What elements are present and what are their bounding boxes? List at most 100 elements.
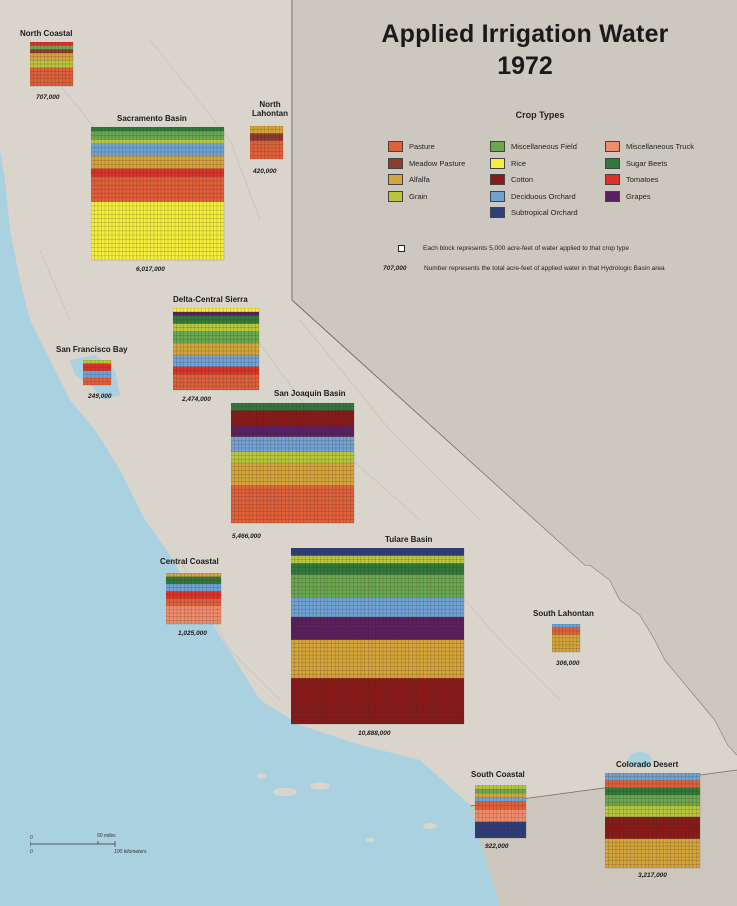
basin-label: San Joaquin Basin <box>274 389 346 398</box>
legend-item: Subtropical Orchard <box>490 207 578 218</box>
crop-band <box>91 176 224 202</box>
legend-swatch <box>605 141 620 152</box>
basin-label: South Coastal <box>471 770 525 779</box>
basin-grid <box>475 785 527 839</box>
crop-band <box>231 451 354 463</box>
crop-band <box>291 563 464 575</box>
crop-band <box>475 789 526 794</box>
basin-label: Central Coastal <box>160 557 219 566</box>
crop-band <box>291 678 464 724</box>
crop-band <box>166 573 221 577</box>
basin-grid <box>91 127 225 261</box>
crop-band <box>231 403 354 411</box>
crop-band <box>91 201 224 260</box>
scale-km: 100 kilometers <box>114 849 147 855</box>
basin-label: North Coastal <box>20 29 73 38</box>
crop-band <box>91 127 224 132</box>
crop-band <box>231 463 354 486</box>
legend-swatch <box>388 190 403 202</box>
legend-swatch <box>388 174 403 185</box>
crop-band <box>250 133 283 141</box>
basin-total: 5,466,000 <box>232 533 261 540</box>
basin-total: 420,000 <box>253 168 277 175</box>
crop-band <box>166 598 221 606</box>
crop-band <box>231 425 354 437</box>
crop-band <box>605 787 700 795</box>
crop-band <box>552 624 580 628</box>
legend-swatch <box>388 157 403 169</box>
crop-band <box>475 801 526 810</box>
basin-label: Tulare Basin <box>385 535 433 544</box>
crop-band <box>166 605 221 624</box>
basin-label: Delta-Central Sierra <box>173 295 248 304</box>
basin-label: South Lahontan <box>533 609 594 618</box>
basin-label: Sacramento Basin <box>117 114 187 123</box>
scale-zero-bottom: 0 <box>30 849 33 855</box>
crop-band <box>30 49 73 53</box>
crop-band <box>291 597 464 617</box>
basin-grid <box>166 573 222 625</box>
block-key-icon <box>398 245 405 252</box>
legend-label: Grain <box>409 191 428 201</box>
crop-band <box>173 323 259 332</box>
basin-grid <box>291 548 465 725</box>
legend-item: Miscellaneous Field <box>490 141 577 152</box>
crop-band <box>91 168 224 177</box>
legend-swatch <box>490 190 505 202</box>
legend-label: Rice <box>511 158 527 168</box>
crop-band <box>30 45 73 50</box>
crop-band <box>475 809 526 822</box>
legend-item: Deciduous Orchard <box>490 190 576 202</box>
crop-band <box>605 805 700 817</box>
legend-label: Sugar Beets <box>626 158 668 168</box>
crop-band <box>30 67 73 86</box>
legend-label: Grapes <box>626 191 651 201</box>
legend-swatch <box>605 157 620 169</box>
number-key: 707,000 <box>383 265 407 272</box>
legend-item: Rice <box>490 157 527 169</box>
basin-total: 1,025,000 <box>178 630 207 637</box>
basin-total: 2,474,000 <box>182 396 211 403</box>
legend-item: Grapes <box>605 190 651 202</box>
crop-band <box>291 639 464 679</box>
crop-band <box>173 374 259 390</box>
basin-total: 6,017,000 <box>136 266 165 273</box>
basin-total: 922,000 <box>485 843 509 850</box>
crop-band <box>552 627 580 635</box>
crop-band <box>83 363 111 371</box>
legend-item: Grain <box>388 190 428 202</box>
basin-total: 10,888,000 <box>358 730 391 737</box>
legend-swatch <box>605 190 620 202</box>
crop-band <box>91 131 224 140</box>
crop-band <box>173 311 259 316</box>
map-title: Applied Irrigation Water <box>381 20 669 48</box>
legend-item: Alfalfa <box>388 174 430 185</box>
legend-label: Cotton <box>511 175 534 184</box>
basin-grid <box>83 360 112 386</box>
crop-band <box>475 821 526 838</box>
basin-grid <box>173 308 260 391</box>
map-year: 1972 <box>497 52 553 80</box>
legend-swatch <box>388 141 403 152</box>
legend-item: Miscellaneous Truck <box>605 141 694 152</box>
crop-band <box>291 555 464 564</box>
crop-band <box>91 143 224 157</box>
number-note-text: Number represents the total acre-feet of… <box>424 265 665 272</box>
legend-label: Tomatoes <box>626 175 659 184</box>
crop-band <box>231 485 354 523</box>
crop-band <box>30 53 73 61</box>
basin-total: 306,000 <box>556 660 580 667</box>
crop-band <box>91 156 224 169</box>
crop-band <box>605 794 700 806</box>
crop-band <box>552 634 580 652</box>
crop-band <box>83 370 111 378</box>
crop-band <box>475 785 526 790</box>
crop-band <box>605 838 700 868</box>
basin-total: 707,000 <box>36 94 60 101</box>
scale-zero-top: 0 <box>30 835 33 841</box>
basin-grid <box>552 624 581 653</box>
crop-band <box>91 139 224 144</box>
crop-band <box>83 377 111 385</box>
crop-band <box>291 616 464 640</box>
crop-band <box>475 797 526 802</box>
